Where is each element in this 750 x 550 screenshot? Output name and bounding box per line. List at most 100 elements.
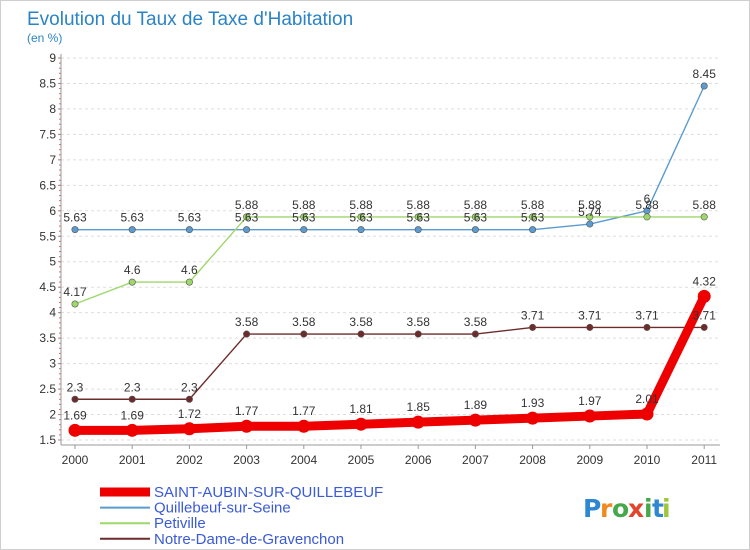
x-tick-label: 2005 — [348, 453, 375, 467]
y-tick-label: 4.5 — [39, 280, 56, 294]
data-label: 1.81 — [349, 402, 373, 416]
logo-letter: P — [583, 494, 601, 523]
proxiti-logo: Pr ox i ti — [583, 494, 671, 523]
data-label: 3.58 — [235, 315, 259, 329]
series-line-0 — [74, 85, 705, 231]
data-point — [643, 213, 651, 221]
data-point — [697, 289, 711, 303]
data-point — [414, 330, 422, 338]
data-point — [529, 213, 537, 221]
legend: SAINT-AUBIN-SUR-QUILLEBEUFQuillebeuf-sur… — [100, 484, 383, 548]
y-tick-label: 5 — [49, 255, 56, 269]
data-label: 3.71 — [521, 308, 545, 322]
y-tick-label: 2 — [49, 408, 56, 422]
data-point — [586, 323, 594, 331]
data-point — [240, 419, 254, 433]
data-point — [471, 213, 479, 221]
y-tick-label: 6 — [49, 204, 56, 218]
data-label: 3.71 — [578, 308, 602, 322]
data-point — [414, 226, 422, 234]
data-label: 4.6 — [181, 263, 198, 277]
data-point — [414, 213, 422, 221]
data-label: 1.93 — [521, 396, 545, 410]
data-point — [297, 419, 311, 433]
data-label: 5.63 — [63, 211, 87, 225]
data-label: 5.88 — [407, 198, 431, 212]
y-tick-label: 1.5 — [39, 433, 56, 447]
data-point — [529, 226, 537, 234]
y-tick-label: 7 — [49, 153, 56, 167]
data-point — [300, 213, 308, 221]
data-label: 1.69 — [63, 408, 87, 422]
y-tick-label: 9 — [49, 51, 56, 65]
data-label: 2.3 — [181, 380, 198, 394]
data-point — [411, 415, 425, 429]
data-label: 3.71 — [693, 308, 717, 322]
data-label: 5.88 — [521, 198, 545, 212]
data-point — [583, 409, 597, 423]
data-label: 5.63 — [349, 211, 373, 225]
data-label: 5.88 — [693, 198, 717, 212]
y-tick-label: 5.5 — [39, 229, 56, 243]
data-point — [182, 422, 196, 436]
data-label: 5.63 — [464, 211, 488, 225]
data-label: 5.74 — [578, 205, 602, 219]
data-label: 1.89 — [464, 398, 488, 412]
data-label: 5.88 — [635, 198, 659, 212]
x-tick-label: 2010 — [634, 453, 661, 467]
data-label: 5.63 — [292, 211, 316, 225]
data-point — [700, 82, 708, 90]
y-tick-label: 3 — [49, 357, 56, 371]
y-tick-label: 4 — [49, 306, 56, 320]
data-point — [71, 300, 79, 308]
data-label: 3.58 — [292, 315, 316, 329]
legend-entry: Petiville — [154, 515, 206, 532]
data-point — [68, 423, 82, 437]
data-point — [125, 423, 139, 437]
data-point — [529, 323, 537, 331]
data-label: 5.88 — [235, 198, 259, 212]
y-tick-label: 8.5 — [39, 76, 56, 90]
chart-subtitle: (en %) — [27, 31, 62, 45]
data-point — [354, 417, 368, 431]
data-point — [243, 226, 251, 234]
data-label: 5.63 — [178, 211, 202, 225]
x-tick-label: 2011 — [691, 453, 717, 467]
x-tick-label: 2009 — [576, 453, 603, 467]
data-label: 3.58 — [464, 315, 488, 329]
data-label: 4.17 — [63, 285, 87, 299]
legend-entry: SAINT-AUBIN-SUR-QUILLEBEUF — [154, 484, 383, 501]
series-line-1 — [74, 216, 705, 305]
data-label: 5.63 — [121, 211, 145, 225]
data-label: 5.63 — [235, 211, 259, 225]
data-label: 3.58 — [407, 315, 431, 329]
data-point — [468, 413, 482, 427]
data-point — [243, 213, 251, 221]
x-tick-label: 2002 — [176, 453, 203, 467]
data-point — [185, 226, 193, 234]
logo-letter: x — [628, 494, 644, 523]
data-point — [640, 407, 654, 421]
data-point — [357, 213, 365, 221]
x-tick-label: 2008 — [519, 453, 546, 467]
y-tick-label: 2.5 — [39, 382, 56, 396]
legend-entry: Quillebeuf-sur-Seine — [154, 500, 291, 517]
y-tick-label: 7.5 — [39, 127, 56, 141]
x-tick-label: 2003 — [233, 453, 260, 467]
data-label: 2.3 — [124, 380, 141, 394]
data-label: 4.32 — [693, 274, 717, 288]
data-labels: 5.63 5.63 5.63 5.63 5.63 5.63 5.63 5.63 5.63 5.74… — [63, 67, 716, 422]
x-tick-label: 2007 — [462, 453, 489, 467]
data-point — [185, 395, 193, 403]
data-point — [185, 278, 193, 286]
x-tick-label: 2004 — [290, 453, 317, 467]
data-point — [128, 395, 136, 403]
data-point — [471, 330, 479, 338]
data-label: 1.69 — [121, 408, 145, 422]
data-point — [71, 395, 79, 403]
data-point — [471, 226, 479, 234]
y-tick-label: 3.5 — [39, 331, 56, 345]
